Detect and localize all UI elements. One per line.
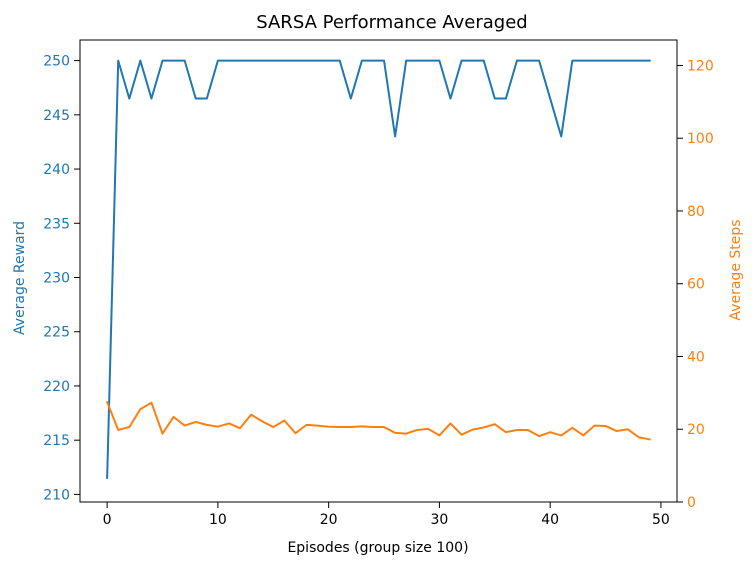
left-tick-label: 210 [43, 487, 70, 503]
x-tick-label: 30 [431, 512, 449, 528]
left-tick-label: 240 [43, 162, 70, 178]
x-tick-label: 0 [103, 512, 112, 528]
x-axis-label: Episodes (group size 100) [287, 540, 468, 556]
x-tick-label: 40 [541, 512, 559, 528]
left-tick-label: 230 [43, 271, 70, 287]
right-tick-label: 80 [687, 204, 705, 220]
x-tick-label: 10 [209, 512, 227, 528]
right-tick-label: 0 [687, 495, 696, 511]
plot-area: 0 10 20 30 40 50 210 215 220 225 230 235 240 245 250 0 2… [43, 39, 714, 528]
plot-frame [79, 39, 678, 503]
right-tick-label: 40 [687, 349, 705, 365]
left-tick-label: 220 [43, 379, 70, 395]
right-tick-label: 100 [687, 131, 714, 147]
x-tick-label: 20 [320, 512, 338, 528]
left-tick-label: 215 [43, 433, 70, 449]
left-tick-label: 250 [43, 54, 70, 70]
series-line-reward [106, 59, 651, 480]
left-axis-label: Average Reward [12, 221, 28, 335]
chart-title: SARSA Performance Averaged [256, 12, 528, 33]
right-tick-label: 20 [687, 422, 705, 438]
x-tick-label: 50 [652, 512, 670, 528]
right-tick-label: 120 [687, 58, 714, 74]
right-tick-label: 60 [687, 277, 705, 293]
left-tick-label: 225 [43, 325, 70, 341]
left-tick-label: 245 [43, 108, 70, 124]
series-line-steps [106, 400, 651, 441]
left-tick-label: 235 [43, 216, 70, 232]
right-axis-label: Average Steps [728, 219, 744, 320]
